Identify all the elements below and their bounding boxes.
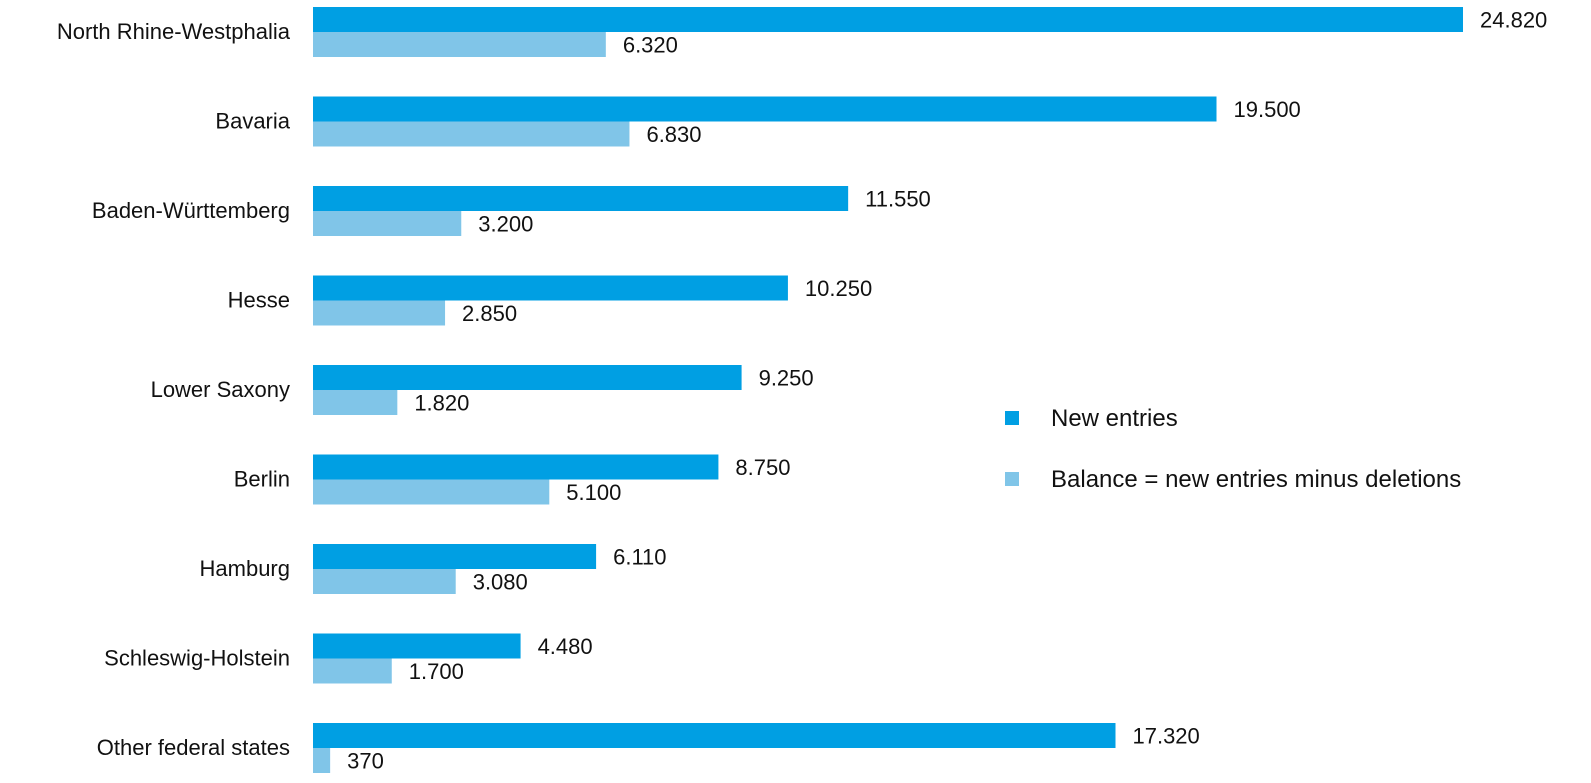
bar-balance [313, 569, 456, 594]
bar-new-entries [313, 365, 742, 390]
category-group: Berlin 8.750 5.100 [234, 454, 790, 505]
category-group: Hamburg 6.110 3.080 [200, 544, 667, 595]
plot-area: North Rhine-Westphalia 24.820 6.320 Bavaria… [57, 7, 1547, 774]
category-label: Other federal states [97, 735, 290, 760]
data-label: 19.500 [1234, 97, 1301, 122]
data-label: 8.750 [735, 455, 790, 480]
category-group: Other federal states 17.320 370 [97, 723, 1200, 774]
legend: New entries Balance = new entries minus d… [1005, 405, 1461, 493]
data-label: 370 [347, 749, 384, 774]
category-label: Hesse [228, 288, 290, 313]
bar-balance [313, 479, 550, 505]
data-label: 6.320 [623, 33, 678, 58]
category-group: Baden-Württemberg 11.550 3.200 [92, 186, 931, 237]
data-label: 9.250 [759, 366, 814, 391]
bar-balance [313, 32, 606, 57]
data-label: 3.200 [478, 212, 533, 237]
category-group: Lower Saxony 9.250 1.820 [151, 365, 814, 416]
bar-balance [313, 390, 398, 415]
data-label: 10.250 [805, 276, 872, 301]
data-label: 11.550 [865, 187, 931, 212]
data-label: 6.830 [646, 122, 701, 147]
bar-balance [313, 658, 392, 684]
category-label: Lower Saxony [151, 377, 290, 402]
category-label: Bavaria [215, 109, 290, 134]
legend-swatch [1005, 472, 1019, 486]
bar-balance [313, 300, 446, 326]
bar-new-entries [313, 723, 1116, 748]
data-label: 1.700 [409, 659, 464, 684]
bar-new-entries [313, 275, 788, 301]
data-label: 6.110 [613, 545, 666, 570]
data-label: 5.100 [566, 480, 621, 505]
data-label: 2.850 [462, 301, 517, 326]
bar-new-entries [313, 186, 849, 211]
data-label: 1.820 [414, 391, 469, 416]
legend-label: New entries [1051, 405, 1178, 432]
legend-item: Balance = new entries minus deletions [1005, 466, 1461, 493]
category-group: North Rhine-Westphalia 24.820 6.320 [57, 7, 1547, 58]
bar-new-entries [313, 454, 719, 480]
data-label: 4.480 [538, 634, 593, 659]
category-label: Hamburg [200, 556, 290, 581]
bar-new-entries [313, 7, 1463, 32]
bar-balance [313, 748, 331, 773]
category-label: Schleswig-Holstein [104, 646, 290, 671]
category-label: Baden-Württemberg [92, 198, 290, 223]
data-label: 24.820 [1480, 8, 1547, 33]
category-group: Hesse 10.250 2.850 [228, 275, 872, 326]
category-label: North Rhine-Westphalia [57, 19, 291, 44]
bar-new-entries [313, 633, 521, 659]
data-label: 3.080 [473, 570, 528, 595]
bar-new-entries [313, 544, 597, 569]
bar-balance [313, 211, 462, 236]
category-label: Berlin [234, 467, 290, 492]
legend-label: Balance = new entries minus deletions [1051, 466, 1461, 493]
category-group: Schleswig-Holstein 4.480 1.700 [104, 633, 593, 684]
bar-balance [313, 121, 630, 147]
data-label: 17.320 [1132, 724, 1199, 749]
bar-new-entries [313, 96, 1217, 122]
legend-item: New entries [1005, 405, 1178, 432]
legend-swatch [1005, 411, 1019, 425]
category-group: Bavaria 19.500 6.830 [215, 96, 1301, 147]
